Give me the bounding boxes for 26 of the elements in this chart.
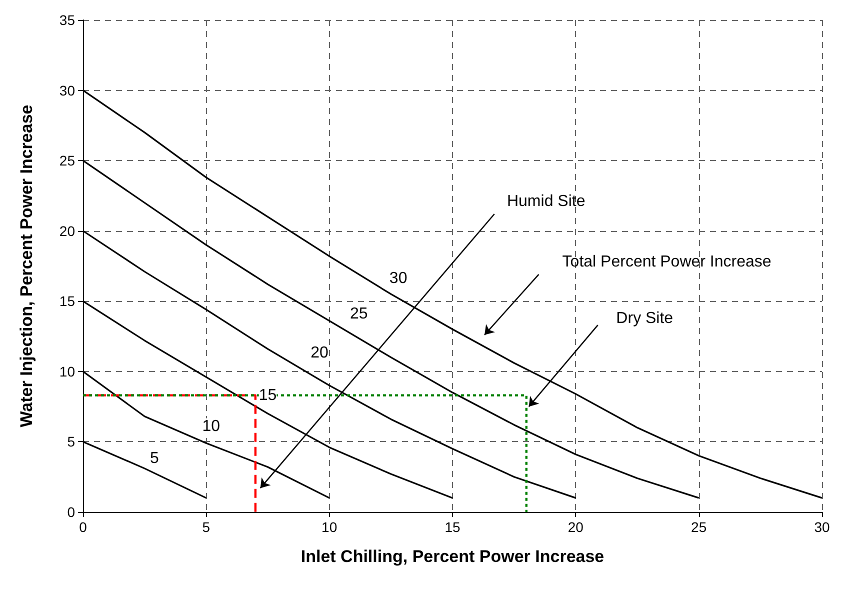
annotation: Total Percent Power Increase xyxy=(562,253,772,270)
y-tick-label: 35 xyxy=(59,12,76,28)
annotation: 15 xyxy=(258,386,277,404)
y-tick-label: 30 xyxy=(59,82,76,98)
annotation: Humid Site xyxy=(506,192,586,210)
x-tick-label: 10 xyxy=(322,519,338,535)
x-tick-label: 25 xyxy=(691,519,707,535)
y-tick-label: 15 xyxy=(59,293,76,310)
annotation: 5 xyxy=(150,450,159,468)
x-axis-title: Inlet Chilling, Percent Power Increase xyxy=(300,547,604,566)
y-tick-label: 5 xyxy=(67,434,76,450)
y-axis-title: Water Injection, Percent Power Increase xyxy=(17,104,36,428)
annotation: 25 xyxy=(350,305,368,322)
x-tick-label: 15 xyxy=(444,519,460,535)
y-tick-label: 25 xyxy=(59,152,76,169)
annotation: Dry Site xyxy=(616,310,674,328)
y-tick-label: 0 xyxy=(67,504,76,520)
x-tick-label: 30 xyxy=(814,519,830,535)
y-tick-label: 10 xyxy=(59,363,76,380)
x-tick-label: 5 xyxy=(202,519,210,535)
annotation: 20 xyxy=(310,344,328,362)
x-tick-label: 20 xyxy=(568,519,584,535)
annotation: 10 xyxy=(202,418,220,435)
x-tick-label: 0 xyxy=(79,519,88,535)
y-tick-label: 20 xyxy=(59,222,76,239)
annotation: 30 xyxy=(389,270,408,288)
